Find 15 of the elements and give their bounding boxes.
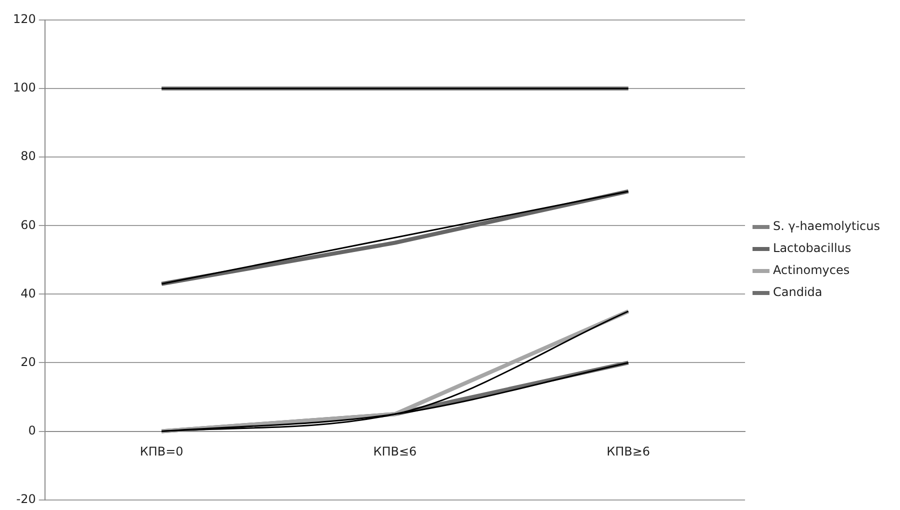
y-tick-label: 100 xyxy=(13,80,36,95)
y-tick-label: 120 xyxy=(13,12,36,26)
y-tick-label: 60 xyxy=(20,218,36,232)
legend-label: Actinomyces xyxy=(773,263,850,278)
legend-label: Lactobacillus xyxy=(773,241,852,256)
legend-label: Candida xyxy=(773,285,822,300)
x-tick-label: КПВ=0 xyxy=(140,444,184,459)
y-tick-label: 40 xyxy=(20,286,36,300)
y-tick-label: 0 xyxy=(28,423,36,438)
x-tick-label: КПВ≤6 xyxy=(373,444,417,459)
y-tick-label: 20 xyxy=(20,354,36,369)
y-tick-label: 80 xyxy=(20,149,36,164)
legend-label: S. γ-haemolyticus xyxy=(773,219,880,234)
y-tick-label: -20 xyxy=(16,492,36,506)
x-tick-label: КПВ≥6 xyxy=(606,444,650,459)
